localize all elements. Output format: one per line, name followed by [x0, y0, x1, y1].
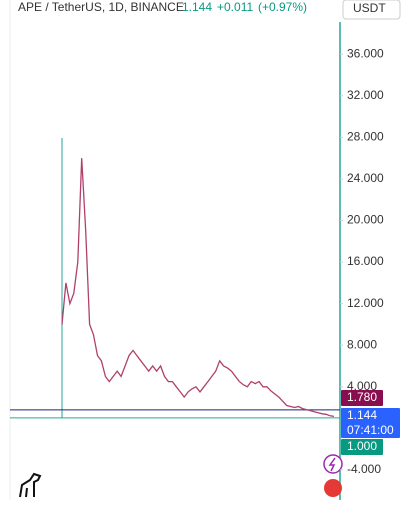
price-badge-label: 1.780	[347, 390, 377, 404]
price-badge	[341, 439, 383, 455]
price-line	[61, 158, 335, 418]
change-pct: (+0.97%)	[258, 0, 307, 14]
countdown: 07:41:00	[347, 423, 394, 437]
flag-icon[interactable]	[324, 479, 342, 497]
price-badge-label: 1.144	[347, 408, 377, 422]
change: +0.011	[217, 0, 253, 14]
price: 1.144	[182, 0, 212, 14]
currency[interactable]: USDT	[353, 1, 386, 15]
symbol: APE / TetherUS, 1D, BINANCE	[18, 0, 184, 14]
y-tick-label: 28.000	[347, 130, 384, 144]
lightning-icon[interactable]	[323, 454, 343, 474]
y-tick-label: 4.000	[347, 379, 377, 393]
lightning-bolt	[328, 457, 336, 472]
y-tick-label: 20.000	[347, 213, 384, 227]
y-tick-label: 12.000	[347, 296, 384, 310]
y-tick-label: 16.000	[347, 254, 384, 268]
y-tick-label: 36.000	[347, 46, 384, 60]
y-tick-label: 32.000	[347, 88, 384, 102]
y-tick-label: -4.000	[347, 462, 381, 476]
y-tick-label: 8.000	[347, 337, 377, 351]
price-badge-label: 1.000	[347, 439, 377, 453]
price-badge	[341, 408, 400, 438]
y-tick-label: 24.000	[347, 171, 384, 185]
price-badge	[341, 390, 383, 406]
logo	[19, 472, 42, 498]
icons	[19, 454, 343, 498]
currency-button[interactable]	[342, 0, 401, 20]
